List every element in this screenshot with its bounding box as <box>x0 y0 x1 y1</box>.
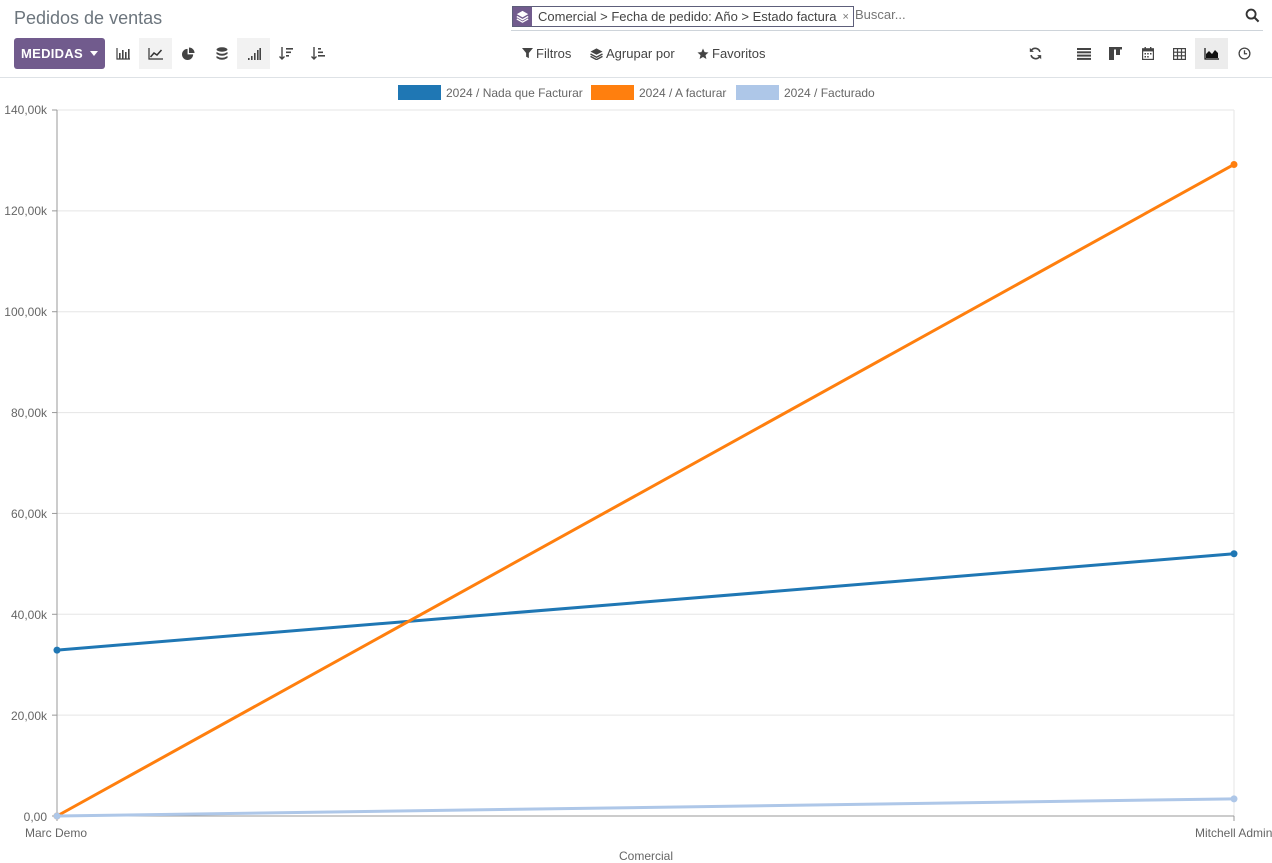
y-tick-label: 120,00k <box>4 204 47 218</box>
star-icon <box>697 48 709 59</box>
filters-dropdown[interactable]: Filtros <box>522 46 571 61</box>
groupby-dropdown[interactable]: Agrupar por <box>590 46 675 61</box>
x-tick-label: Mitchell Admin <box>1195 826 1272 840</box>
x-axis-title: Comercial <box>619 849 674 863</box>
line-chart-icon <box>148 47 163 60</box>
layers-icon <box>590 47 603 60</box>
legend-swatch <box>736 85 779 100</box>
favorites-dropdown[interactable]: Favoritos <box>697 46 765 61</box>
search-bar: Comercial > Fecha de pedido: Año > Estad… <box>511 4 1263 31</box>
legend-label: 2024 / Nada que Facturar <box>446 85 583 100</box>
stacked-button[interactable] <box>205 38 238 69</box>
legend-item-facturado[interactable]: 2024 / Facturado <box>736 85 875 100</box>
search-icon[interactable] <box>1245 8 1261 24</box>
cumulative-button[interactable] <box>237 38 270 69</box>
list-icon <box>1076 47 1091 60</box>
kanban-view-button[interactable] <box>1099 38 1132 69</box>
data-point <box>1230 550 1238 558</box>
page-title: Pedidos de ventas <box>14 8 163 28</box>
refresh-icon <box>1029 47 1042 60</box>
layers-icon <box>513 7 532 26</box>
data-point <box>53 812 61 820</box>
database-icon <box>216 46 227 60</box>
bar-chart-button[interactable] <box>106 38 139 69</box>
pivot-view-button[interactable] <box>1163 38 1196 69</box>
refresh-button[interactable] <box>1019 38 1052 69</box>
legend-label: 2024 / A facturar <box>639 85 727 100</box>
series-line-1 <box>56 163 1235 818</box>
y-tick-label: 0,00 <box>23 810 47 824</box>
sort-descending-button[interactable] <box>269 38 302 69</box>
y-tick-label: 20,00k <box>10 709 47 723</box>
y-tick-label: 80,00k <box>10 406 47 420</box>
groupby-facet[interactable]: Comercial > Fecha de pedido: Año > Estad… <box>512 6 854 27</box>
graph-view-button[interactable] <box>1195 38 1228 69</box>
filter-icon <box>522 48 533 59</box>
series-line-0 <box>56 552 1235 652</box>
legend-item-nada-que-facturar[interactable]: 2024 / Nada que Facturar <box>398 85 583 100</box>
measures-button[interactable]: MEDIDAS <box>14 38 105 69</box>
y-tick-label: 140,00k <box>4 103 47 117</box>
y-tick-label: 60,00k <box>10 507 47 521</box>
line-chart-button[interactable] <box>139 38 172 69</box>
control-panel: Pedidos de ventas Comercial > Fecha de p… <box>0 0 1272 78</box>
sort-amount-up-icon <box>310 47 325 60</box>
data-point <box>1230 795 1238 803</box>
facet-label: Comercial > Fecha de pedido: Año > Estad… <box>538 9 837 24</box>
activity-view-button[interactable] <box>1228 38 1261 69</box>
legend-swatch <box>398 85 441 100</box>
sort-ascending-button[interactable] <box>301 38 334 69</box>
kanban-icon <box>1109 47 1122 60</box>
legend-label: 2024 / Facturado <box>784 85 875 100</box>
bar-chart-icon <box>115 47 130 60</box>
area-chart-icon <box>1204 47 1219 60</box>
legend-swatch <box>591 85 634 100</box>
data-point <box>1230 160 1238 168</box>
calendar-view-button[interactable] <box>1131 38 1164 69</box>
pie-chart-button[interactable] <box>172 38 205 69</box>
search-input[interactable] <box>855 7 1225 22</box>
caret-down-icon <box>90 51 99 56</box>
measures-label: MEDIDAS <box>20 46 84 61</box>
list-view-button[interactable] <box>1067 38 1100 69</box>
groupby-label: Agrupar por <box>606 46 675 61</box>
filters-label: Filtros <box>536 46 572 61</box>
legend-item-a-facturar[interactable]: 2024 / A facturar <box>591 85 726 100</box>
pie-chart-icon <box>182 47 195 60</box>
facet-close-icon[interactable]: × <box>842 10 849 23</box>
x-tick-label: Marc Demo <box>25 826 88 840</box>
calendar-icon <box>1141 47 1154 60</box>
favorites-label: Favoritos <box>712 46 766 61</box>
sort-amount-down-icon <box>278 47 293 60</box>
y-tick-label: 100,00k <box>4 305 47 319</box>
data-point <box>53 646 61 654</box>
series-line-2 <box>56 797 1235 818</box>
table-icon <box>1173 47 1186 60</box>
y-tick-label: 40,00k <box>10 608 47 622</box>
clock-icon <box>1238 47 1251 60</box>
signal-icon <box>247 47 261 60</box>
